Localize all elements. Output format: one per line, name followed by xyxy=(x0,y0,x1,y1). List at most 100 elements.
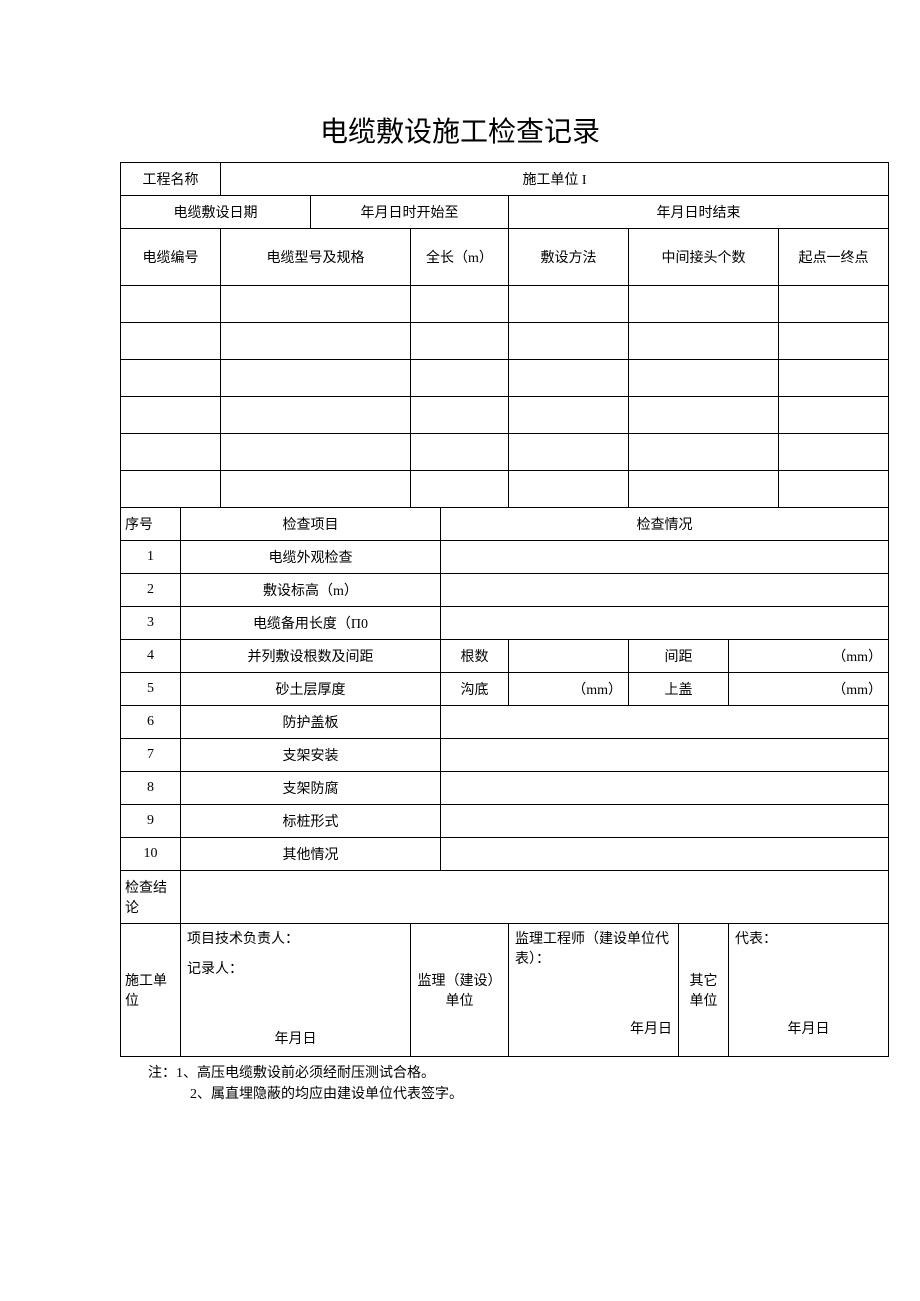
cable-cell xyxy=(509,323,629,360)
item-value xyxy=(441,541,889,574)
cable-cell xyxy=(779,286,889,323)
cable-cell xyxy=(121,286,221,323)
header-cable-no: 电缆编号 xyxy=(121,229,221,286)
label-project-name: 工程名称 xyxy=(121,163,221,196)
cable-cell xyxy=(221,397,411,434)
label-other-unit: 其它单位 xyxy=(679,924,729,1057)
item-name: 砂土层厚度 xyxy=(181,673,441,706)
item-name: 防护盖板 xyxy=(181,706,441,739)
label-supervision-unit: 监理（建设）单位 xyxy=(411,924,509,1057)
item-seq: 7 xyxy=(121,739,181,772)
cable-cell xyxy=(509,360,629,397)
sign-date: 年月日 xyxy=(187,978,404,1048)
item-name: 其他情况 xyxy=(181,838,441,871)
cable-cell xyxy=(779,434,889,471)
label-conclusion: 检查结论 xyxy=(121,871,181,924)
item-value xyxy=(441,574,889,607)
cable-cell xyxy=(411,471,509,508)
item-sub-value xyxy=(509,640,629,673)
sign-date: 年月日 xyxy=(515,968,672,1038)
cable-cell xyxy=(221,360,411,397)
header-cable-model: 电缆型号及规格 xyxy=(221,229,411,286)
cable-cell xyxy=(779,323,889,360)
cable-cell xyxy=(121,323,221,360)
cable-cell xyxy=(121,434,221,471)
cable-cell xyxy=(629,360,779,397)
cable-cell xyxy=(121,397,221,434)
sign-supervision: 监理工程师（建设单位代表）： 年月日 xyxy=(509,924,679,1057)
cable-cell xyxy=(509,397,629,434)
item-sub-label: 间距 xyxy=(629,640,729,673)
item-sub-label: 沟底 xyxy=(441,673,509,706)
item-unit: （mm） xyxy=(729,673,889,706)
cable-cell xyxy=(629,471,779,508)
item-unit: （mm） xyxy=(729,640,889,673)
header-start-end: 起点一终点 xyxy=(779,229,889,286)
item-name: 并列敷设根数及间距 xyxy=(181,640,441,673)
item-name: 支架安装 xyxy=(181,739,441,772)
item-sub-value: （mm） xyxy=(509,673,629,706)
header-total-length: 全长（m） xyxy=(411,229,509,286)
sign-other: 代表： 年月日 xyxy=(729,924,889,1057)
header-seq: 序号 xyxy=(121,508,181,541)
cable-cell xyxy=(411,434,509,471)
cable-cell xyxy=(411,397,509,434)
item-seq: 6 xyxy=(121,706,181,739)
item-seq: 1 xyxy=(121,541,181,574)
cable-cell xyxy=(221,323,411,360)
cable-cell xyxy=(509,434,629,471)
note-2: 2、属直埋隐蔽的均应由建设单位代表签字。 xyxy=(148,1084,800,1105)
value-start-time: 年月日时开始至 xyxy=(311,196,509,229)
item-name: 标桩形式 xyxy=(181,805,441,838)
item-value xyxy=(441,739,889,772)
item-name: 电缆外观检查 xyxy=(181,541,441,574)
label-laying-date: 电缆敷设日期 xyxy=(121,196,311,229)
item-seq: 2 xyxy=(121,574,181,607)
cable-cell xyxy=(221,434,411,471)
note-1: 注：1、高压电缆敷设前必须经耐压测试合格。 xyxy=(148,1063,800,1084)
cable-cell xyxy=(411,323,509,360)
item-seq: 10 xyxy=(121,838,181,871)
sign-tech-lead: 项目技术负责人： xyxy=(187,928,404,948)
value-end-time: 年月日时结束 xyxy=(509,196,889,229)
header-check-status: 检查情况 xyxy=(441,508,889,541)
item-name: 支架防腐 xyxy=(181,772,441,805)
item-value xyxy=(441,607,889,640)
cable-cell xyxy=(121,471,221,508)
sign-supervisor: 监理工程师（建设单位代表）： xyxy=(515,928,672,968)
item-value xyxy=(441,772,889,805)
item-seq: 4 xyxy=(121,640,181,673)
cable-cell xyxy=(779,471,889,508)
notes: 注：1、高压电缆敷设前必须经耐压测试合格。 2、属直埋隐蔽的均应由建设单位代表签… xyxy=(120,1063,800,1105)
sign-recorder: 记录人： xyxy=(187,958,404,978)
cable-cell xyxy=(779,360,889,397)
cable-cell xyxy=(779,397,889,434)
item-seq: 5 xyxy=(121,673,181,706)
record-table: 工程名称 施工单位 I 电缆敷设日期 年月日时开始至 年月日时结束 电缆编号 电… xyxy=(120,162,889,1057)
sign-representative: 代表： xyxy=(735,928,882,948)
cable-cell xyxy=(509,471,629,508)
cable-cell xyxy=(411,286,509,323)
cable-cell xyxy=(629,286,779,323)
cable-cell xyxy=(121,360,221,397)
header-joint-count: 中间接头个数 xyxy=(629,229,779,286)
header-laying-method: 敷设方法 xyxy=(509,229,629,286)
item-value xyxy=(441,805,889,838)
sign-construction: 项目技术负责人： 记录人： 年月日 xyxy=(181,924,411,1057)
sign-date: 年月日 xyxy=(735,948,882,1038)
cable-cell xyxy=(629,323,779,360)
header-check-item: 检查项目 xyxy=(181,508,441,541)
item-name: 敷设标高（m） xyxy=(181,574,441,607)
value-construction-unit: 施工单位 I xyxy=(221,163,889,196)
cable-cell xyxy=(629,434,779,471)
item-name: 电缆备用长度（Π0 xyxy=(181,607,441,640)
page-title: 电缆敷设施工检查记录 xyxy=(120,110,800,150)
item-seq: 9 xyxy=(121,805,181,838)
value-conclusion xyxy=(181,871,889,924)
cable-cell xyxy=(629,397,779,434)
cable-cell xyxy=(221,286,411,323)
item-seq: 3 xyxy=(121,607,181,640)
item-sub-label: 上盖 xyxy=(629,673,729,706)
label-construction-unit: 施工单位 xyxy=(121,924,181,1057)
item-sub-label: 根数 xyxy=(441,640,509,673)
